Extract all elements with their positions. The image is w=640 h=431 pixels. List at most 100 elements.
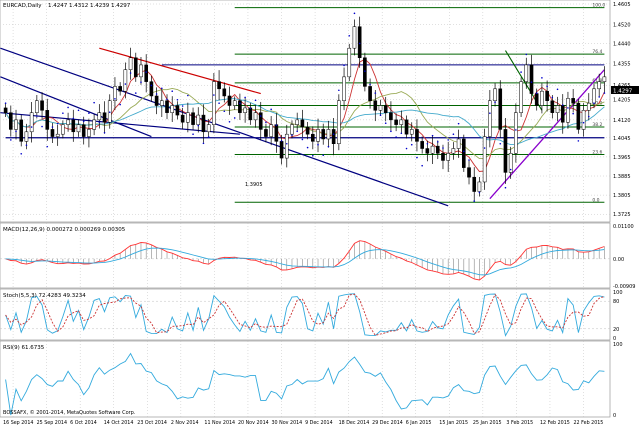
candle-body (326, 129, 331, 140)
sar-dot (67, 106, 69, 109)
candle-body (113, 86, 117, 101)
red-trend-line (99, 47, 261, 95)
candle-body (435, 145, 440, 154)
candle-body (139, 64, 143, 78)
sar-dot (546, 85, 548, 88)
sar-dot (416, 156, 418, 159)
candle-body (243, 107, 247, 113)
sar-dot (577, 140, 580, 142)
candle-body (488, 100, 492, 137)
sar-dot (82, 120, 85, 123)
candle-body (425, 148, 430, 154)
price-tick-label: 1.4520 (613, 22, 631, 28)
sar-dot (218, 102, 220, 104)
sar-dot (51, 126, 54, 128)
sar-dot (317, 143, 319, 146)
indicator-tick-label: 80 (613, 299, 619, 305)
sar-dot (129, 72, 132, 74)
sar-dot (358, 42, 361, 45)
sar-dot (15, 130, 17, 133)
sar-dot (530, 81, 533, 83)
candle-body (3, 107, 8, 113)
sar-dot (332, 133, 335, 135)
price-tick-label: 1.4605 (613, 2, 631, 8)
candle-body (81, 124, 86, 137)
sar-dot (301, 138, 304, 141)
candle-body (404, 119, 409, 135)
sar-dot (25, 144, 28, 146)
sar-dot (561, 104, 564, 106)
candle-body (144, 64, 149, 82)
fib-level-label: 50.0 (592, 101, 602, 107)
candle-body (186, 112, 190, 123)
stoch-main-line (5, 293, 605, 337)
symbol-header: EURCAD,Daily (3, 3, 42, 9)
indicator-lines (5, 240, 605, 416)
sar-dot (468, 159, 470, 161)
moving-average-line (5, 58, 605, 172)
sar-dot (504, 186, 507, 189)
sar-dot (515, 129, 517, 131)
candle-body (529, 64, 534, 94)
sar-dot (30, 126, 33, 128)
sar-dot (119, 103, 121, 106)
candle-body (571, 98, 575, 104)
candle-body (269, 124, 273, 137)
candle-body (394, 119, 398, 125)
candle-body (24, 131, 29, 142)
candle-body (472, 176, 477, 192)
indicator-tick-label: 0 (613, 413, 616, 419)
candle-body (290, 124, 294, 135)
sar-dot (436, 141, 439, 143)
sar-dot (62, 112, 64, 114)
candle-body (560, 105, 565, 123)
candle-body (461, 138, 466, 168)
sar-dot (556, 88, 559, 91)
candle-body (597, 81, 602, 90)
sar-dot (296, 130, 298, 133)
sar-dot (36, 115, 38, 117)
candle-body (331, 129, 336, 145)
sar-dot (582, 121, 585, 124)
time-tick-label: 29 Dec 2014 (372, 420, 403, 426)
time-tick-label: 20 Nov 2014 (238, 420, 269, 426)
sar-dot (587, 115, 590, 118)
sar-dot (572, 112, 574, 115)
candle-body (357, 26, 362, 58)
candle-body (19, 119, 24, 142)
candle-body (352, 26, 357, 49)
time-tick-label: 3 Feb 2015 (506, 420, 533, 426)
candle-body (66, 119, 70, 125)
candle-body (451, 148, 456, 154)
price-tick-label: 1.4440 (613, 41, 631, 47)
time-axis: 16 Sep 2014 25 Sep 2014 6 Oct 2014 14 Oct 2… (3, 420, 603, 426)
sar-dot (312, 154, 314, 157)
sar-dot (114, 98, 116, 100)
sar-dot (306, 146, 309, 149)
candle-body (87, 129, 91, 137)
sar-dot (254, 99, 257, 102)
candle-body (14, 119, 18, 130)
rsi-title: RSI(9) 61.6735 (3, 345, 45, 351)
uptrend-line (489, 69, 605, 200)
sar-dot (202, 142, 205, 145)
sar-dot (353, 12, 356, 15)
fib-retracement: 100.0 76.4 61.8 50.0 38.2 23.6 0.0 (234, 3, 605, 203)
sar-dot (598, 96, 600, 98)
sar-dot (88, 112, 90, 114)
sar-dot (265, 121, 267, 124)
indicator-tick-label: 100 (613, 290, 623, 296)
macd-title: MACD(12,26,9) 0.000272 0.000269 0.00305 (3, 227, 126, 233)
price-tick-label: 1.4045 (613, 136, 631, 142)
sar-dot (473, 200, 476, 202)
sar-dot (10, 139, 12, 141)
candle-body (498, 88, 503, 130)
sar-dot (483, 147, 486, 149)
time-tick-label: 18 Dec 2014 (339, 420, 370, 426)
candle-body (477, 181, 482, 192)
indicator-tick-label: 0 (613, 336, 616, 342)
candle-body (514, 112, 518, 154)
candle-body (227, 95, 232, 106)
candle-body (238, 100, 242, 113)
